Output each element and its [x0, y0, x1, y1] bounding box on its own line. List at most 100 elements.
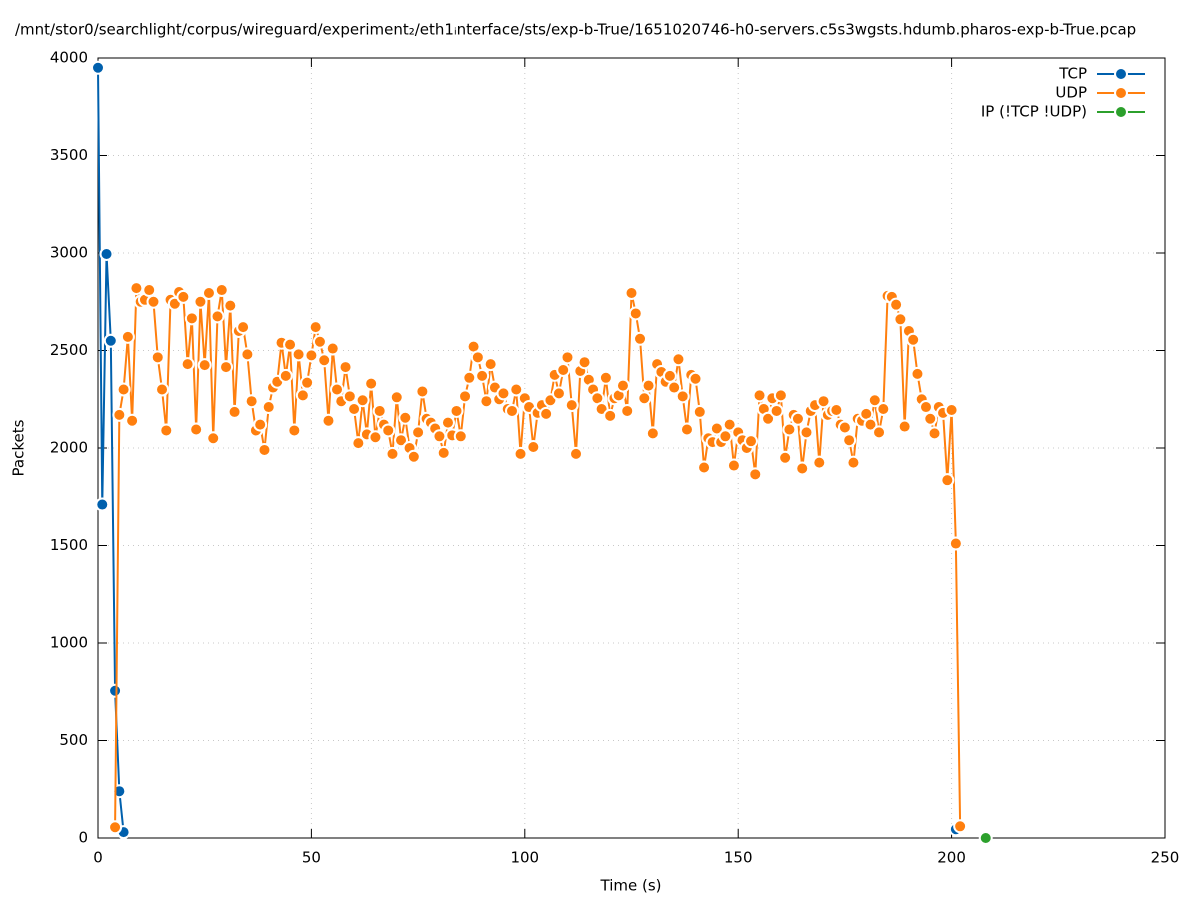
data-point [940, 473, 955, 488]
data-point [675, 389, 690, 404]
data-point [829, 402, 844, 417]
data-point [953, 819, 968, 834]
data-point [201, 285, 216, 300]
data-point [876, 402, 891, 416]
data-point [709, 421, 724, 436]
data-point [210, 309, 225, 324]
data-point [944, 402, 959, 417]
data-point [667, 380, 682, 395]
data-point [176, 289, 191, 304]
x-tick-label: 100 [510, 849, 539, 867]
data-point [872, 425, 887, 440]
y-tick-label: 2000 [50, 439, 88, 457]
data-point [155, 382, 170, 397]
data-point [726, 458, 741, 473]
series-line [98, 68, 956, 832]
data-point [748, 467, 763, 482]
data-point [240, 347, 255, 362]
data-point [526, 440, 541, 455]
data-point [918, 400, 933, 415]
y-tick-label: 0 [78, 829, 88, 847]
y-tick-label: 2500 [50, 341, 88, 359]
data-point [244, 394, 259, 409]
data-point [103, 333, 118, 348]
data-point [253, 417, 268, 432]
y-tick-label: 3500 [50, 146, 88, 164]
data-point [142, 283, 157, 298]
data-point [948, 536, 963, 551]
data-point [475, 368, 490, 383]
data-point [637, 391, 652, 406]
data-point [304, 348, 319, 363]
data-point [927, 426, 942, 441]
data-point [889, 297, 904, 312]
data-point [906, 332, 921, 347]
data-point [551, 386, 566, 401]
data-point [146, 294, 161, 309]
data-point [893, 312, 908, 327]
legend-marker [1114, 105, 1128, 119]
x-tick-label: 250 [1151, 849, 1180, 867]
data-point [180, 357, 195, 372]
data-point [846, 455, 861, 470]
data-point [355, 393, 370, 408]
data-point [261, 400, 276, 415]
data-point [453, 429, 468, 444]
data-point [351, 436, 366, 451]
data-point [539, 406, 554, 421]
data-point [513, 446, 528, 461]
y-tick-label: 4000 [50, 49, 88, 67]
data-point [620, 403, 635, 418]
data-point [385, 446, 400, 461]
data-point [432, 429, 447, 444]
data-point [189, 422, 204, 437]
data-point [615, 378, 630, 393]
data-point [398, 410, 413, 425]
data-point [312, 334, 327, 349]
data-point [116, 382, 131, 397]
legend-label: TCP [1058, 65, 1087, 83]
data-point [129, 281, 144, 296]
data-point [816, 394, 831, 409]
data-point [569, 446, 584, 461]
data-point [120, 329, 135, 344]
data-point [287, 423, 302, 438]
data-point [769, 403, 784, 418]
data-point [342, 389, 357, 404]
data-point [504, 403, 519, 418]
data-point [641, 378, 656, 393]
data-point [564, 398, 579, 413]
data-point [773, 388, 788, 403]
data-point [214, 283, 229, 298]
data-point [603, 408, 618, 423]
data-point [624, 285, 639, 300]
data-point [509, 382, 524, 397]
data-point [436, 445, 451, 460]
plot-border [97, 57, 1166, 839]
data-point [910, 366, 925, 381]
data-point [863, 417, 878, 432]
data-point [795, 461, 810, 476]
data-point [679, 422, 694, 437]
data-point [236, 320, 251, 335]
data-point [697, 460, 712, 475]
data-point [108, 683, 123, 698]
data-point [458, 389, 473, 404]
data-point [364, 376, 379, 391]
y-tick-label: 500 [59, 731, 88, 749]
data-point [790, 411, 805, 426]
data-point [278, 368, 293, 383]
data-point [108, 820, 123, 835]
data-point [633, 331, 648, 346]
data-point [406, 449, 421, 464]
data-point [598, 370, 613, 385]
data-point [223, 298, 238, 313]
data-point [308, 320, 323, 335]
data-point [321, 413, 336, 428]
data-point [867, 393, 882, 408]
data-point [483, 357, 498, 372]
y-tick-label: 1000 [50, 634, 88, 652]
data-point [842, 433, 857, 448]
data-point [411, 425, 426, 440]
